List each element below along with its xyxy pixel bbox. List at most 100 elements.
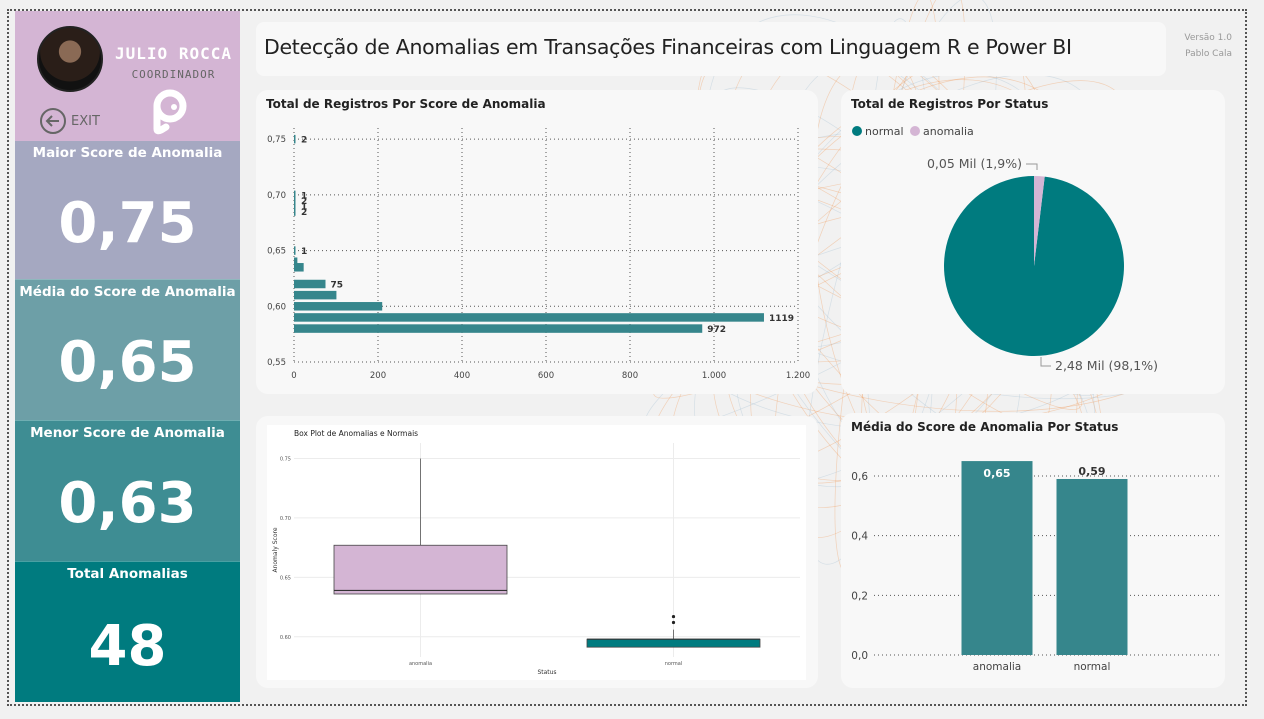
exit-label: EXIT (71, 113, 100, 129)
kpi-total-anomalies-value: 48 (88, 614, 167, 679)
kpi-total-anomalies-title: Total Anomalias (67, 566, 188, 582)
boxplot-image: Box Plot de Anomalias e Normais 0.75 0.70… (267, 425, 806, 680)
leader-line (1026, 163, 1038, 170)
box (333, 544, 508, 595)
data-label: 0,05 Mil (1,9%) (927, 156, 1022, 171)
x-axis-title: Status (537, 669, 556, 676)
bar (294, 302, 383, 311)
x-tick-label: normal (1074, 661, 1111, 673)
y-tick-label: 0.60 (280, 635, 291, 641)
data-label: 1 (301, 247, 307, 257)
boxplot-title: Box Plot de Anomalias e Normais (294, 429, 419, 438)
data-label: 2 (301, 136, 307, 146)
kpi-max-score-title: Maior Score de Anomalia (32, 145, 223, 161)
legend-marker-anomalia (910, 126, 920, 136)
boxplot-chart: 0.75 0.70 0.65 0.60 anomalia normal Status Anom… (272, 443, 800, 676)
kpi-min-score: Menor Score de Anomalia 0,63 (15, 420, 240, 561)
mean-by-status-chart: 0,0 0,2 0,4 0,6 0,65 anomalia 0,59 normal (851, 461, 1219, 673)
leader-line (1040, 357, 1051, 367)
kpi-max-score: Maior Score de Anomalia 0,75 (15, 141, 240, 279)
score-histogram-title: Total de Registros Por Score de Anomalia (266, 97, 546, 111)
bar (294, 207, 296, 216)
y-tick-label: 0.70 (280, 516, 291, 522)
data-label: 1119 (769, 314, 794, 324)
bar (294, 196, 296, 205)
exit-button[interactable]: EXIT (39, 107, 100, 135)
legend-label-anomalia: anomalia (923, 125, 974, 138)
legend-marker-normal (852, 126, 862, 136)
y-tick-label: 0,2 (851, 590, 868, 602)
data-label: 2 (301, 197, 307, 207)
x-tick-label: 1.000 (702, 371, 726, 381)
score-histogram-chart: 0 200 400 600 800 1.000 1.200 0,75 0,70 0,65 0,60 0… (267, 128, 810, 381)
version-label: Versão 1.0 (1184, 33, 1232, 43)
data-label: 0,59 (1078, 465, 1105, 478)
sidebar: JULIO ROCCA COORDINADOR EXIT Maior Score… (15, 11, 240, 702)
author-label: Pablo Cala (1185, 49, 1232, 59)
dashboard-frame (7, 9, 1247, 706)
page-title: Detecção de Anomalias em Transações Fina… (264, 35, 1072, 59)
x-tick-label: 200 (370, 371, 386, 381)
x-tick-label: 600 (538, 371, 554, 381)
data-label: 1 (301, 203, 307, 213)
data-label: 1 (301, 191, 307, 201)
pie-slice-anomalia (1034, 176, 1045, 266)
y-tick-label: 0,65 (267, 247, 286, 257)
x-tick-label: anomalia (409, 661, 432, 667)
profile-panel: JULIO ROCCA COORDINADOR EXIT (15, 11, 240, 141)
y-tick-label: 0,0 (851, 650, 868, 662)
bar (1056, 478, 1128, 655)
bar (961, 461, 1033, 655)
avatar (37, 26, 103, 92)
x-tick-label: 800 (622, 371, 638, 381)
back-arrow-icon (40, 108, 66, 134)
bar (294, 257, 298, 266)
legend-label-normal: normal (865, 125, 904, 138)
data-label: 972 (707, 325, 726, 335)
data-label: 2,48 Mil (98,1%) (1055, 358, 1158, 373)
kpi-max-score-value: 0,75 (58, 191, 197, 256)
kpi-min-score-title: Menor Score de Anomalia (30, 425, 225, 441)
x-tick-label: 1.200 (786, 371, 810, 381)
mean-by-status-title: Média do Score de Anomalia Por Status (851, 420, 1119, 434)
y-tick-label: 0,60 (267, 302, 286, 312)
bar (294, 246, 296, 255)
boxplot-card: Box Plot de Anomalias e Normais 0.75 0.70… (256, 416, 818, 688)
kpi-mean-score: Média do Score de Anomalia 0,65 (15, 279, 240, 420)
y-tick-label: 0,75 (267, 135, 286, 145)
score-histogram-card: Total de Registros Por Score de Anomalia… (256, 90, 818, 394)
y-tick-label: 0,70 (267, 191, 286, 201)
x-tick-label: normal (665, 661, 683, 667)
bar (294, 190, 296, 200)
bar (294, 263, 304, 272)
x-tick-label: anomalia (973, 661, 1021, 673)
x-tick-label: 400 (454, 371, 470, 381)
status-pie-chart: normal anomalia 0,05 Mil (1,9%) 2,48 Mil (9… (852, 125, 1158, 373)
status-pie-title: Total de Registros Por Status (851, 97, 1049, 111)
bar (294, 324, 703, 333)
header-card: Detecção de Anomalias em Transações Fina… (256, 22, 1166, 76)
y-tick-label: 0,4 (851, 531, 868, 543)
data-label: 2 (301, 208, 307, 218)
profile-role: COORDINADOR (131, 68, 216, 81)
bar (294, 313, 764, 322)
kpi-mean-score-value: 0,65 (58, 330, 197, 395)
bar (294, 279, 326, 289)
y-tick-label: 0.65 (280, 575, 291, 581)
kpi-total-anomalies: Total Anomalias 48 (15, 561, 240, 702)
bar (294, 134, 296, 144)
kpi-min-score-value: 0,63 (58, 471, 197, 536)
y-tick-label: 0.75 (280, 456, 291, 462)
outlier-point (671, 614, 676, 619)
mean-by-status-card: Média do Score de Anomalia Por Status 0,… (841, 413, 1225, 688)
version-info: Versão 1.0 Pablo Cala (1184, 30, 1232, 62)
bar (294, 290, 337, 300)
kpi-mean-score-title: Média do Score de Anomalia (19, 284, 236, 300)
box (586, 638, 761, 648)
data-label: 0,65 (983, 467, 1010, 480)
outlier-point (671, 620, 676, 625)
profile-name: JULIO ROCCA (115, 44, 232, 63)
y-tick-label: 0,6 (851, 471, 868, 483)
data-label: 75 (331, 281, 344, 291)
y-tick-label: 0,55 (267, 358, 286, 368)
